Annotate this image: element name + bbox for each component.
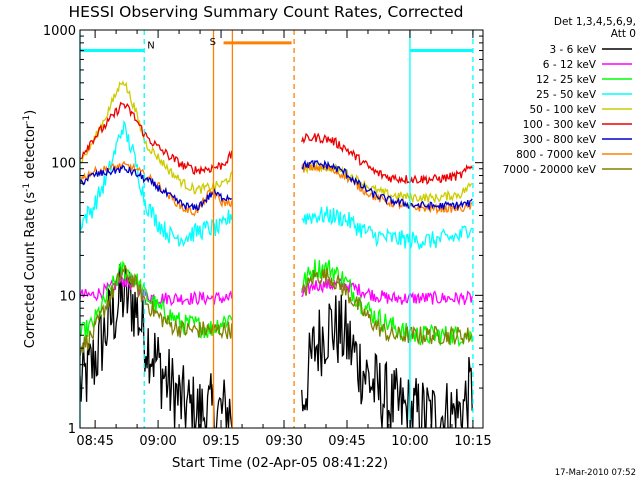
- legend-header: Det 1,3,4,5,6,9,: [554, 16, 636, 28]
- legend-label: 25 - 50 keV: [536, 89, 597, 101]
- series-line-segment: [301, 132, 473, 185]
- x-tick-label: 10:00: [391, 434, 428, 449]
- series-line-segment: [80, 119, 233, 247]
- series-25-50-kev: [80, 119, 473, 250]
- y-tick-label: 1: [68, 422, 76, 437]
- y-tick-label: 10: [59, 289, 76, 304]
- series-line-segment: [80, 275, 233, 307]
- x-tick-label: 09:15: [202, 434, 239, 449]
- series-line-segment: [301, 294, 473, 428]
- legend-label: 300 - 800 keV: [523, 134, 597, 146]
- series-line-segment: [80, 80, 233, 195]
- x-axis: 08:45 09:00 09:15 09:30 09:45 10:00 10:15: [76, 30, 492, 449]
- series-7000-20000-kev: [80, 265, 473, 357]
- series-line-segment: [301, 267, 473, 346]
- series-line-segment: [80, 265, 233, 357]
- legend-label: 800 - 7000 keV: [516, 149, 597, 161]
- series-line-segment: [80, 164, 233, 212]
- series-line-segment: [301, 159, 473, 211]
- series-line-segment: [301, 206, 473, 250]
- y-axis-label: Corrected Count Rate (s-1 detector-1): [22, 110, 38, 348]
- series-3-6-kev: [80, 263, 473, 428]
- series-line-segment: [301, 277, 473, 306]
- y-tick-label: 100: [51, 157, 76, 172]
- legend-label: 50 - 100 keV: [529, 104, 596, 116]
- x-tick-label: 09:45: [328, 434, 365, 449]
- series-100-300-kev: [80, 101, 473, 185]
- x-axis-label: Start Time (02-Apr-05 08:41:22): [172, 455, 388, 471]
- chart-title: HESSI Observing Summary Count Rates, Cor…: [69, 3, 464, 21]
- saa-label: S: [210, 37, 216, 48]
- night-label: N: [147, 41, 154, 52]
- legend-label: 12 - 25 keV: [536, 74, 597, 86]
- plot-frame: [79, 29, 484, 429]
- series-line-segment: [301, 161, 473, 215]
- series-line-segment: [80, 101, 233, 175]
- legend: Det 1,3,4,5,6,9,Att 0 3 - 6 keV 6 - 12 keV…: [503, 16, 636, 176]
- series-line-segment: [80, 263, 233, 428]
- footer-timestamp: 17-Mar-2010 07:52: [555, 468, 636, 478]
- x-tick-label: 09:30: [265, 434, 302, 449]
- legend-label: 3 - 6 keV: [549, 44, 596, 56]
- series-layer: [80, 80, 473, 428]
- y-tick-label: 1000: [43, 24, 76, 39]
- x-tick-label: 08:45: [76, 434, 113, 449]
- y-axis: 1 10 100 1000: [43, 24, 483, 437]
- x-tick-label: 10:15: [454, 434, 491, 449]
- legend-label: 100 - 300 keV: [523, 119, 597, 131]
- x-tick-label: 09:00: [139, 434, 176, 449]
- series-300-800-kev: [80, 159, 473, 212]
- legend-header: Att 0: [611, 28, 636, 40]
- series-line-segment: [301, 259, 473, 348]
- legend-label: 6 - 12 keV: [543, 59, 597, 71]
- legend-label: 7000 - 20000 keV: [503, 164, 597, 176]
- series-6-12-kev: [80, 275, 473, 307]
